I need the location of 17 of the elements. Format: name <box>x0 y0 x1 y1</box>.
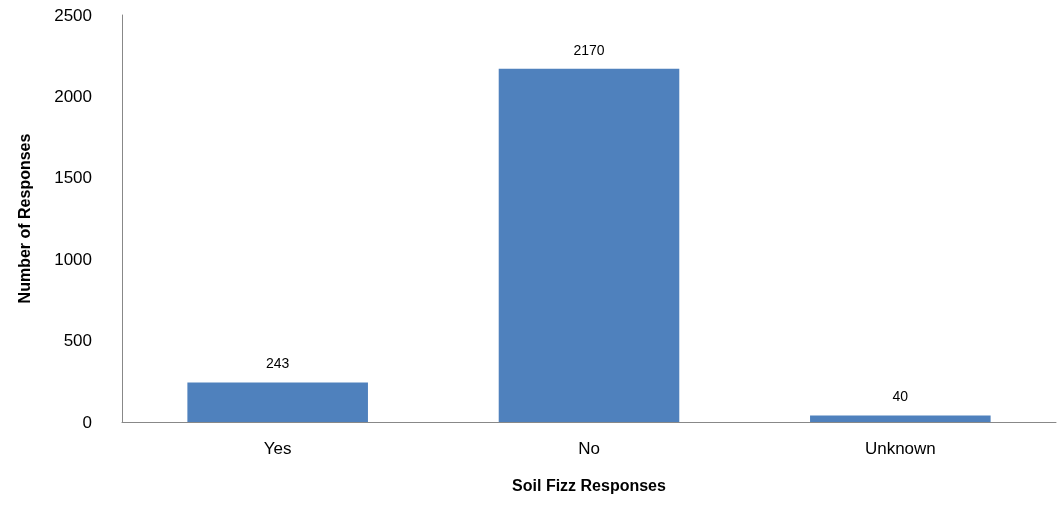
data-label: 243 <box>265 355 290 372</box>
x-axis-title: Soil Fizz Responses <box>512 476 667 494</box>
x-tick-label: Unknown <box>864 439 936 458</box>
x-tick-label: No <box>578 439 600 458</box>
bar <box>498 68 680 422</box>
data-label: 2170 <box>573 41 605 58</box>
y-tick-label: 500 <box>63 331 92 351</box>
y-tick-label: 1000 <box>54 249 92 269</box>
y-tick-label: 2000 <box>54 86 92 106</box>
bar <box>810 415 991 422</box>
y-tick-label: 1500 <box>54 168 92 188</box>
x-tick-label: Yes <box>263 439 292 458</box>
y-axis-title: Number of Responses <box>15 133 33 304</box>
y-tick-label: 2500 <box>54 5 92 25</box>
y-tick-label: 0 <box>82 412 92 432</box>
data-label: 40 <box>892 388 909 405</box>
bar <box>187 382 368 422</box>
